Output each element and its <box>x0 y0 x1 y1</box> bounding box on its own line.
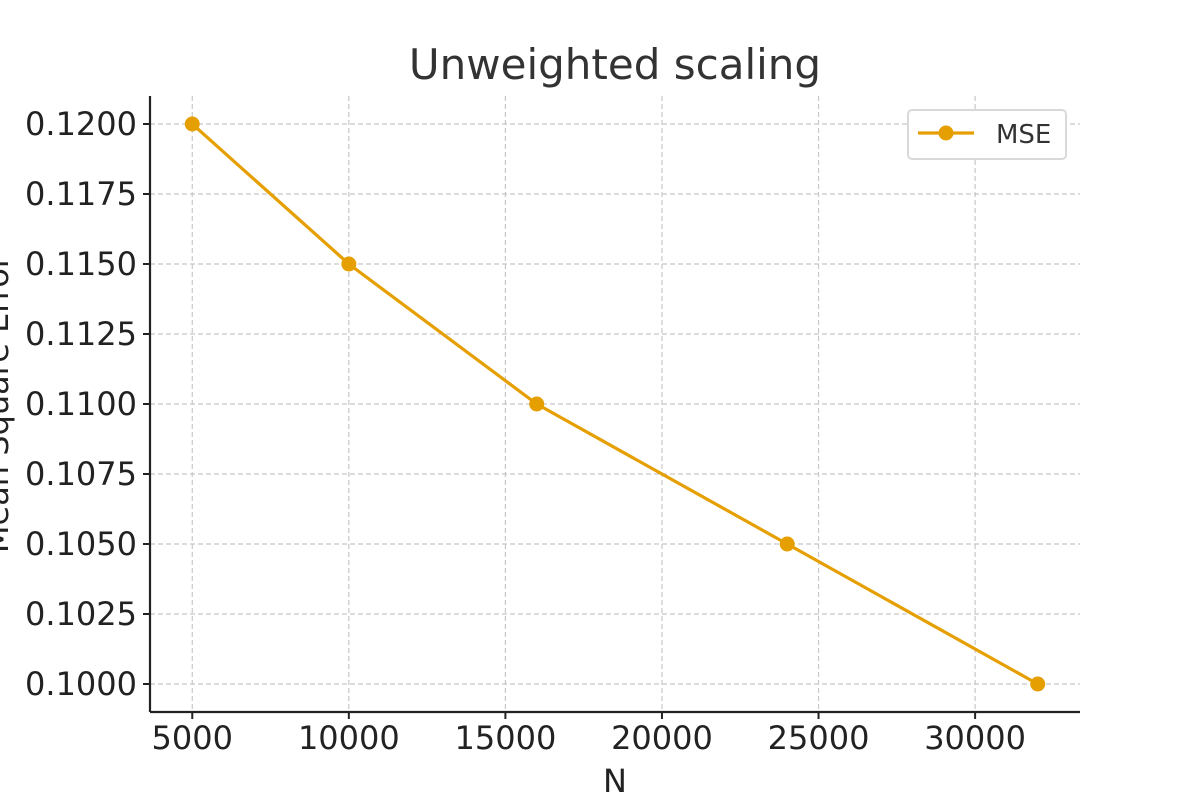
series-layer <box>184 116 1046 692</box>
y-tick-label: 0.1075 <box>25 455 137 493</box>
y-tick-label: 0.1150 <box>25 245 137 283</box>
data-point <box>1030 676 1046 692</box>
y-tick-label: 0.1025 <box>25 595 137 633</box>
y-tick-label: 0.1000 <box>25 665 137 703</box>
x-tick-label: 10000 <box>298 719 400 757</box>
y-tick-label: 0.1200 <box>25 105 137 143</box>
legend-label: MSE <box>996 120 1051 150</box>
legend-marker-swatch <box>938 125 954 141</box>
data-point <box>529 396 545 412</box>
legend: MSE <box>907 109 1067 160</box>
x-tick-label: 15000 <box>455 719 557 757</box>
data-point <box>184 116 200 132</box>
x-tick-label: 30000 <box>924 719 1026 757</box>
y-axis-title: Mean Square Error <box>0 254 16 553</box>
x-ticks: 5000 10000 15000 20000 25000 30000 <box>152 712 1026 757</box>
y-tick-label: 0.1050 <box>25 525 137 563</box>
x-tick-label: 5000 <box>152 719 233 757</box>
y-ticks: 0.1000 0.1025 0.1050 0.1075 0.1100 0.1125 0.11… <box>25 105 150 703</box>
data-point <box>341 256 357 272</box>
x-tick-label: 25000 <box>768 719 870 757</box>
x-axis-title: N <box>603 762 627 800</box>
legend-box <box>907 109 1067 160</box>
y-tick-label: 0.1100 <box>25 385 137 423</box>
y-tick-label: 0.1175 <box>25 175 137 213</box>
data-point <box>779 536 795 552</box>
y-tick-label: 0.1125 <box>25 315 137 353</box>
grid <box>150 96 1080 712</box>
x-tick-label: 20000 <box>611 719 713 757</box>
chart-title: Unweighted scaling <box>409 40 821 89</box>
